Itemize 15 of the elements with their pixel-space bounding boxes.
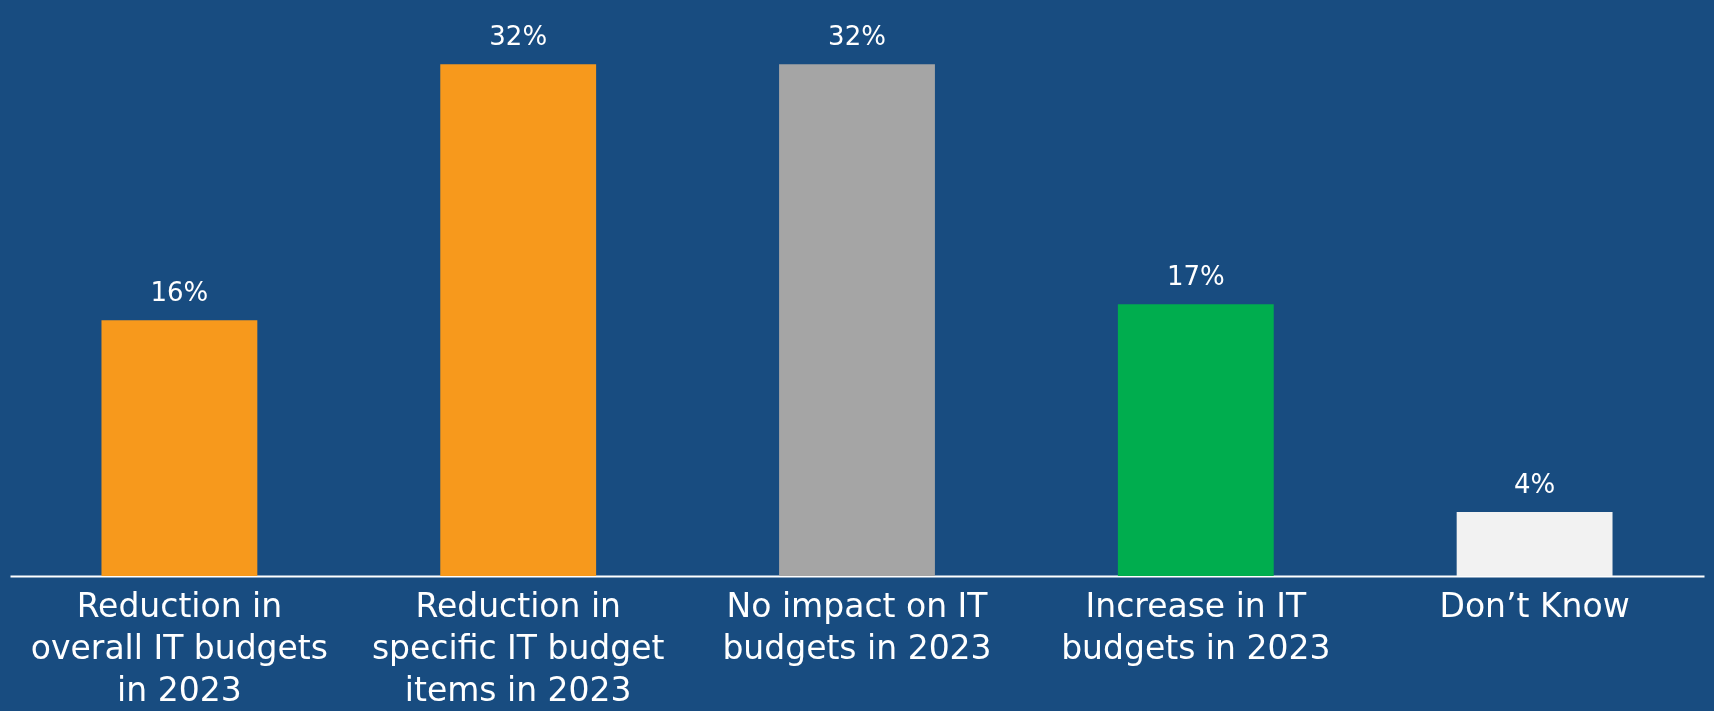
x-tick-label: Increase in IT budgets in 2023: [1061, 585, 1331, 667]
data-label: 32%: [828, 21, 886, 52]
bar: [779, 64, 935, 576]
bar: [1456, 512, 1613, 576]
bar: [440, 64, 597, 576]
x-tick-label: No impact on IT budgets in 2023: [722, 585, 992, 667]
bar: [1117, 304, 1274, 576]
x-tick-label: Reduction in overall IT budgets in 2023: [30, 585, 329, 709]
data-label: 32%: [489, 21, 548, 52]
x-tick-label: Reduction in specific IT budget items in 2023: [371, 585, 665, 709]
data-label: 4%: [1513, 469, 1556, 500]
x-tick-label: Don’t Know: [1439, 585, 1630, 625]
bar: [101, 320, 258, 576]
data-label: 17%: [1166, 261, 1225, 292]
data-label: 16%: [150, 277, 209, 308]
